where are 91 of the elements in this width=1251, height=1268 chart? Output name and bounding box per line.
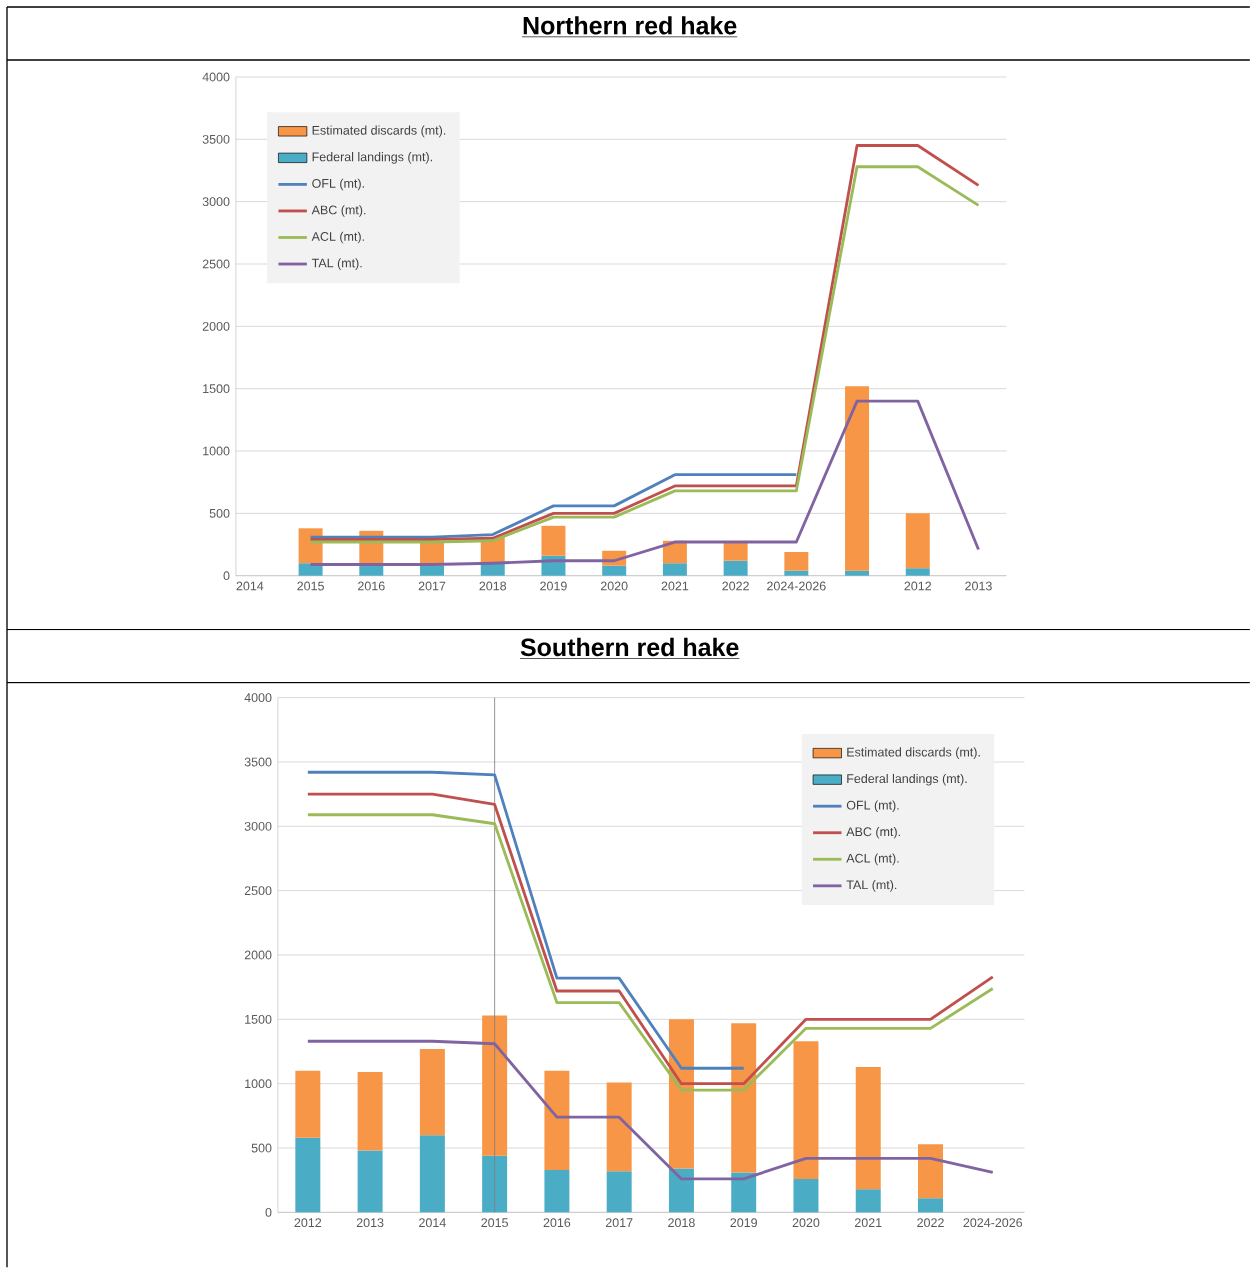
x-tick-label: 2020 [601,581,628,591]
y-tick-label: 2500 [203,259,230,269]
y-tick-label: 4000 [202,72,230,82]
bar [606,1082,632,1172]
bar [420,565,445,576]
bar [420,1135,446,1213]
y-tick-label: 2000 [245,950,272,960]
x-tick-label: 2020 [792,1218,820,1228]
bar [784,552,809,571]
legend-label: OFL (mt). [847,800,899,813]
bar [602,565,627,576]
x-tick-label: 2014 [419,1218,447,1228]
legend-label: ACL (mt). [311,231,365,244]
bar [784,570,809,576]
y-tick-label: 500 [251,1143,272,1153]
legend-label: OFL (mt). [312,178,365,191]
x-tick-label: 2015 [297,581,325,591]
x-tick-label: 2012 [904,581,932,591]
chart-title: Southern red hake [520,637,739,657]
legend-label: Estimated discards (mt). [312,125,446,138]
x-tick-label: 2013 [965,581,993,591]
bar [357,1072,383,1151]
bar [731,1172,757,1213]
legend-label: ABC (mt). [846,826,901,839]
x-tick-label: 2016 [543,1218,571,1228]
x-tick-label: 2024-2026 [767,581,826,591]
x-tick-label: 2017 [419,581,446,591]
bar [731,1023,757,1173]
y-tick-label: 1000 [245,1079,272,1089]
legend-label: Estimated discards (mt). [847,747,981,759]
x-tick-label: 2019 [540,581,567,591]
bar [295,1137,321,1213]
y-tick-label: 3500 [244,757,272,767]
bar [845,386,870,571]
legend-label: ABC (mt). [311,205,366,217]
bar [669,1019,695,1169]
bar [541,525,566,556]
bar [606,1171,632,1213]
x-tick-label: 2022 [722,581,750,591]
y-tick-label: 1000 [203,446,230,456]
bar [420,1048,446,1136]
chart-title: Northern red hake [523,16,737,35]
bar [723,542,748,561]
bar [663,563,688,576]
x-tick-label: 2016 [358,581,385,591]
bar [669,1168,695,1213]
x-tick-label: 2024-2026 [963,1218,1023,1228]
bar [482,1015,508,1156]
y-tick-label: 3500 [202,134,230,144]
bar [918,1144,944,1199]
bar [793,1041,819,1179]
bar [298,528,323,564]
legend-label: Federal landings (mt). [312,152,433,164]
x-tick-label: 2017 [606,1218,633,1228]
x-tick-label: 2013 [357,1218,384,1228]
y-tick-label: 0 [265,1207,272,1217]
y-tick-label: 0 [223,571,230,581]
bar [357,1150,383,1213]
y-tick-label: 3000 [244,821,272,831]
bar [856,1066,881,1190]
bar [482,1155,508,1213]
y-tick-label: 500 [209,508,230,518]
bar [845,570,870,576]
x-tick-label: 2012 [294,1218,322,1228]
bar [906,568,931,576]
bar [793,1178,819,1213]
y-tick-label: 2500 [245,886,272,896]
legend-label: ACL (mt). [846,853,899,866]
bar [856,1189,881,1213]
bar [918,1198,944,1213]
legend-label: TAL (mt). [312,258,362,270]
y-tick-label: 4000 [244,693,272,703]
bar [723,560,748,576]
x-tick-label: 2022 [917,1218,945,1228]
bar [544,1169,570,1213]
y-tick-label: 1500 [203,384,230,394]
legend-label: TAL (mt). [846,880,897,892]
x-tick-label: 2014 [236,581,264,591]
x-tick-label: 2018 [668,1218,696,1228]
bar [544,1070,570,1170]
y-tick-label: 3000 [202,197,230,207]
legend-label: Federal landings (mt). [847,773,967,786]
x-tick-label: 2021 [661,581,689,591]
y-tick-label: 1500 [245,1014,272,1024]
x-tick-label: 2015 [481,1218,509,1228]
x-tick-label: 2018 [479,581,507,591]
bar [295,1070,321,1138]
x-tick-label: 2019 [730,1218,758,1228]
bar [906,513,931,569]
y-tick-label: 2000 [203,321,230,331]
x-tick-label: 2021 [855,1218,882,1228]
